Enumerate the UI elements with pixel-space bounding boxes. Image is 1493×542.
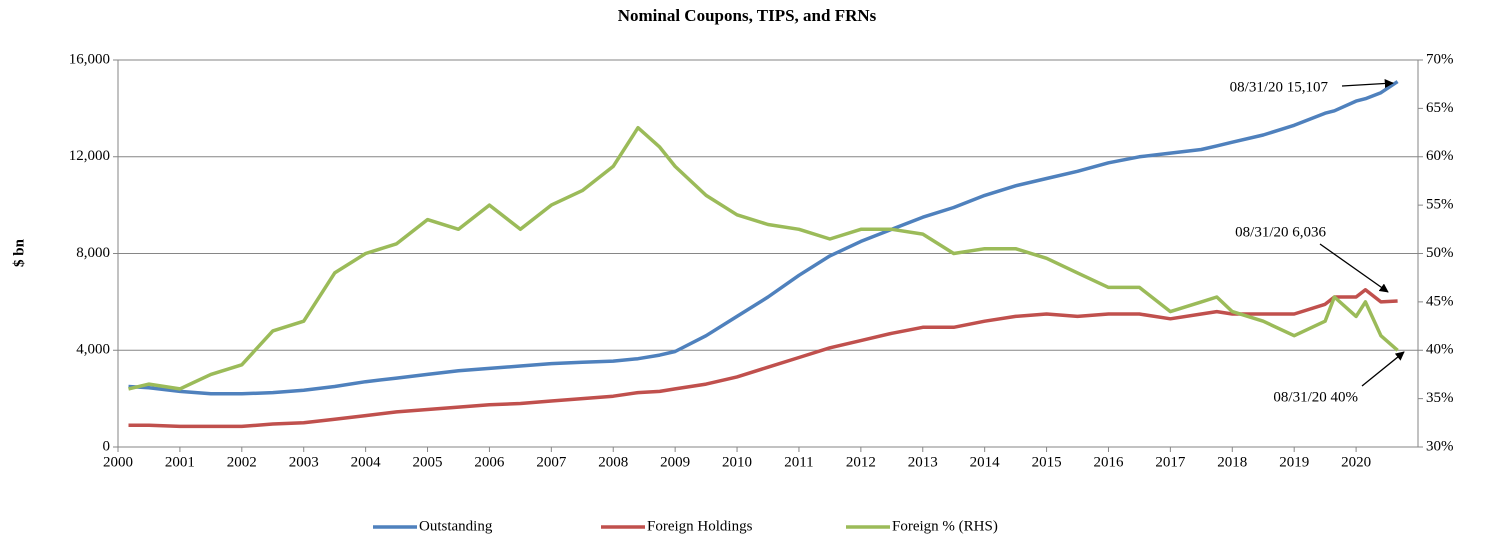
plot: 0 4,000 8,000 12,000 16,000 30% 35% 40% 45% 50% 55… [69, 51, 1454, 534]
x-tick-label: 2013 [908, 454, 938, 470]
x-tick-label: 2000 [103, 454, 133, 470]
x-tick-label: 2001 [165, 454, 195, 470]
x-tick-label: 2017 [1155, 454, 1186, 470]
x-tick-label: 2016 [1093, 454, 1124, 470]
y-tick-label: 8,000 [76, 245, 110, 261]
y-axis-title: $ bn [11, 238, 27, 267]
annotation: 08/31/20 6,036 [1235, 224, 1326, 240]
legend: Outstanding Foreign Holdings Foreign % (RH… [373, 518, 998, 534]
x-tick-label: 2019 [1279, 454, 1309, 470]
y-tick-label: 16,000 [69, 51, 110, 67]
x-tick-label: 2018 [1217, 454, 1247, 470]
series-line [128, 80, 1399, 396]
annotation: 08/31/20 15,107 [1230, 79, 1329, 95]
x-tick-label: 2010 [722, 454, 752, 470]
x-tick-label: 2004 [351, 454, 382, 470]
y2-tick-label: 60% [1426, 148, 1454, 164]
x-tick-label: 2007 [536, 454, 567, 470]
x-tick-label: 2005 [413, 454, 443, 470]
y2-tick-label: 30% [1426, 438, 1454, 454]
y2-tick-label: 65% [1426, 100, 1454, 116]
x-tick-label: 2002 [227, 454, 257, 470]
x-tick-label: 2014 [970, 454, 1001, 470]
y-tick-label: 0 [103, 438, 111, 454]
annotation-arrow [1341, 78, 1394, 89]
legend-label: Foreign % (RHS) [892, 518, 998, 534]
x-tick-label: 2009 [660, 454, 690, 470]
series-line [128, 125, 1399, 391]
x-tick-label: 2006 [474, 454, 505, 470]
y2-tick-label: 50% [1426, 245, 1454, 261]
chart-title: Nominal Coupons, TIPS, and FRNs [618, 6, 877, 25]
series-line [128, 288, 1398, 429]
y2-tick-label: 45% [1426, 293, 1454, 309]
legend-label: Foreign Holdings [647, 518, 753, 534]
x-tick-label: 2008 [598, 454, 628, 470]
x-tick-label: 2015 [1032, 454, 1062, 470]
legend-label: Outstanding [419, 518, 493, 534]
x-tick-label: 2012 [846, 454, 876, 470]
y2-tick-label: 40% [1426, 342, 1454, 358]
annotation-arrow [1361, 351, 1405, 387]
x-tick-label: 2020 [1341, 454, 1371, 470]
y2-tick-label: 35% [1426, 390, 1454, 406]
y2-tick-label: 55% [1426, 197, 1454, 213]
annotation-arrow [1319, 243, 1389, 293]
y2-tick-label: 70% [1426, 51, 1454, 67]
y-tick-label: 12,000 [69, 148, 110, 164]
y-tick-label: 4,000 [76, 342, 110, 358]
x-tick-label: 2011 [784, 454, 813, 470]
annotation: 08/31/20 40% [1273, 389, 1358, 405]
x-tick-label: 2003 [289, 454, 319, 470]
